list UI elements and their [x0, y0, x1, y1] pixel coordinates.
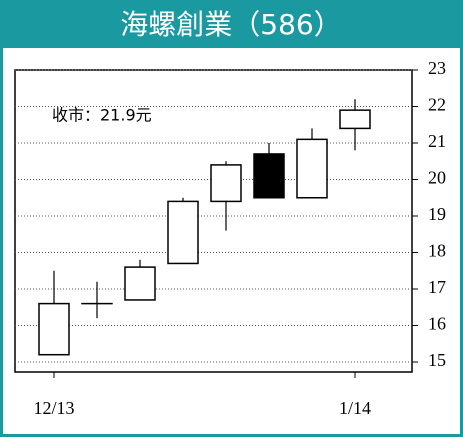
chart-title: 海螺創業（586）: [120, 8, 341, 41]
candle-body: [38, 302, 70, 356]
y-tick-label: 22: [428, 95, 446, 115]
annotation: 收市：21.9元: [52, 106, 152, 125]
candle-body: [210, 164, 242, 203]
y-tick-label: 15: [428, 350, 446, 370]
y-tick-label: 16: [428, 314, 446, 334]
y-tick-label: 21: [428, 131, 446, 151]
candle-body: [167, 200, 199, 265]
y-tick-label: 19: [428, 204, 446, 224]
title-bar: [0, 0, 463, 48]
x-tick-label: 12/13: [33, 398, 74, 418]
candle-body: [253, 153, 285, 199]
candle-body: [339, 109, 371, 130]
candle-body: [296, 138, 328, 199]
y-tick-label: 20: [428, 168, 446, 188]
x-tick-label: 1/14: [339, 398, 371, 418]
candle-body: [124, 266, 156, 301]
y-tick-label: 17: [428, 277, 446, 297]
y-tick-label: 23: [428, 58, 446, 78]
y-tick-label: 18: [428, 241, 446, 261]
